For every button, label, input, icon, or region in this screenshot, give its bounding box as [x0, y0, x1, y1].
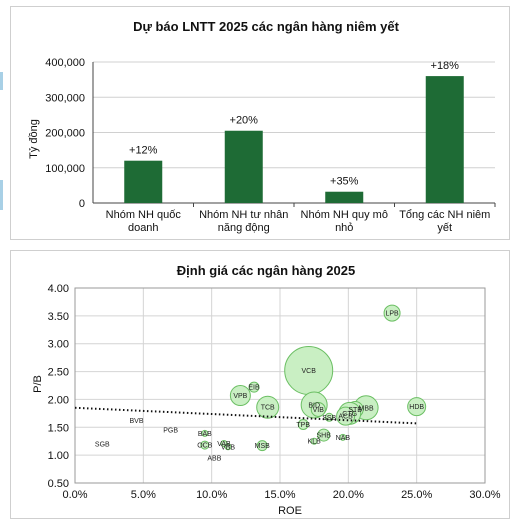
bubble-vpb [229, 385, 251, 407]
bubble-label-ctg: CTG [342, 411, 357, 418]
bubble-eib [248, 381, 260, 393]
bar-data-label: +18% [431, 60, 460, 72]
bubble-label-vbb: VBB [221, 444, 235, 451]
scatter-y-tick-label: 1.00 [48, 450, 69, 462]
edge-mark-left [0, 72, 3, 90]
profit-forecast-bar-chart: Dự báo LNTT 2025 các ngân hàng niêm yết … [28, 19, 496, 234]
bubble-label-hdb: HDB [409, 404, 424, 411]
bubble-label-vab: VAB [217, 441, 231, 448]
scatter-y-tick-label: 1.50 [48, 422, 69, 434]
scatter-y-tick-label: 3.00 [48, 339, 69, 351]
bubble-label-shb: SHB [317, 433, 332, 440]
bar-y-tick-label: 400,000 [45, 57, 85, 69]
bar-data-label: +35% [330, 176, 359, 188]
bubble-vib [310, 401, 326, 417]
bubble-label-eib: EIB [248, 385, 260, 392]
bar-category-label: Nhóm NH tư nhân [199, 209, 288, 221]
bubble-hdb [407, 397, 427, 417]
bubble-ocb [200, 440, 210, 450]
bubble-tcb [256, 395, 280, 419]
bubble-label-vpb: VPB [233, 393, 247, 400]
bar [224, 130, 263, 203]
bar-category-label: doanh [128, 222, 159, 234]
bubble-label-pgb: PGB [163, 428, 178, 435]
bar-category-label: năng động [218, 222, 270, 234]
scatter-x-tick-label: 20.0% [333, 489, 364, 501]
bubble-lpb [383, 304, 401, 322]
scatter-x-tick-label: 15.0% [264, 489, 295, 501]
valuation-panel: Định giá các ngân hàng 2025 0.50 1.00 1.50… [10, 250, 510, 519]
bubble-label-ssb: SSB [322, 415, 336, 422]
bar-y-axis-label: Tỷ đồng [28, 119, 40, 159]
trendline [74, 406, 417, 425]
bubble-label-abb: ABB [207, 455, 221, 462]
bar-data-label: +12% [129, 145, 158, 157]
bubble-label-nab: NAB [336, 435, 351, 442]
bubble-label-vib: VIB [313, 407, 325, 414]
scatter-plot-area [74, 287, 486, 484]
bubble-label-tpb: TPB [296, 422, 310, 429]
bubble-bab [201, 429, 209, 437]
scatter-x-axis-label: ROE [278, 505, 302, 517]
bar-category-label: Tổng các NH niêm [399, 209, 490, 221]
bubble-label-klb: KLB [308, 439, 322, 446]
bubble-label-mbb: MBB [359, 405, 375, 412]
scatter-x-tick-label: 10.0% [196, 489, 227, 501]
bar-category-label: yết [437, 222, 452, 234]
bubble-msb [256, 440, 268, 452]
bar-y-tick-label: 200,000 [45, 128, 85, 140]
bar-category-label: Nhóm NH quy mô [301, 209, 388, 221]
bar [425, 76, 464, 203]
bubble-label-tcb: TCB [261, 405, 275, 412]
bar [325, 191, 364, 203]
bar-chart-title: Dự báo LNTT 2025 các ngân hàng niêm yết [133, 19, 400, 34]
scatter-y-axis-label: P/B [32, 375, 44, 393]
bar-category-label: nhỏ [335, 222, 353, 234]
scatter-y-tick-label: 2.00 [48, 394, 69, 406]
bar-y-tick-label: 0 [79, 198, 85, 210]
bubble-label-bid: BID [308, 403, 320, 410]
bar-data-label: +20% [230, 115, 259, 127]
bubble-label-msb: MSB [255, 443, 271, 450]
bubble-label-vcb: VCB [301, 368, 316, 375]
bubble-label-lpb: LPB [385, 311, 399, 318]
scatter-x-tick-label: 30.0% [469, 489, 500, 501]
bubble-shb [317, 428, 331, 442]
scatter-x-tick-label: 5.0% [131, 489, 156, 501]
bubble-label-sgb: SGB [95, 442, 110, 449]
scatter-x-tick-label: 25.0% [401, 489, 432, 501]
bubble-klb [310, 437, 318, 445]
bar-category-label: Nhóm NH quốc [106, 209, 182, 221]
bar-y-tick-label: 100,000 [45, 163, 85, 175]
bubble-label-stb: STB [348, 407, 362, 414]
bubble-label-bvb: BVB [129, 418, 143, 425]
edge-mark-left-2 [0, 180, 3, 210]
bar [124, 160, 163, 203]
scatter-x-tick-label: 0.0% [62, 489, 87, 501]
bubble-label-ocb: OCB [197, 443, 213, 450]
bubble-nab [339, 433, 347, 441]
valuation-scatter-chart: Định giá các ngân hàng 2025 0.50 1.00 1.50… [32, 263, 501, 517]
bubble-vbb [224, 443, 232, 451]
profit-forecast-panel: Dự báo LNTT 2025 các ngân hàng niêm yết … [10, 6, 510, 240]
bubble-tpb [297, 419, 309, 430]
bubble-acb [336, 406, 356, 426]
bar-y-tick-label: 300,000 [45, 92, 85, 104]
scatter-y-tick-label: 0.50 [48, 478, 69, 490]
scatter-y-tick-label: 2.50 [48, 367, 69, 379]
bubble-label-acb: ACB [338, 414, 353, 421]
scatter-y-tick-label: 3.50 [48, 311, 69, 323]
bubble-label-bab: BAB [198, 431, 212, 438]
scatter-y-tick-label: 4.00 [48, 283, 69, 295]
scatter-chart-title: Định giá các ngân hàng 2025 [177, 263, 355, 278]
